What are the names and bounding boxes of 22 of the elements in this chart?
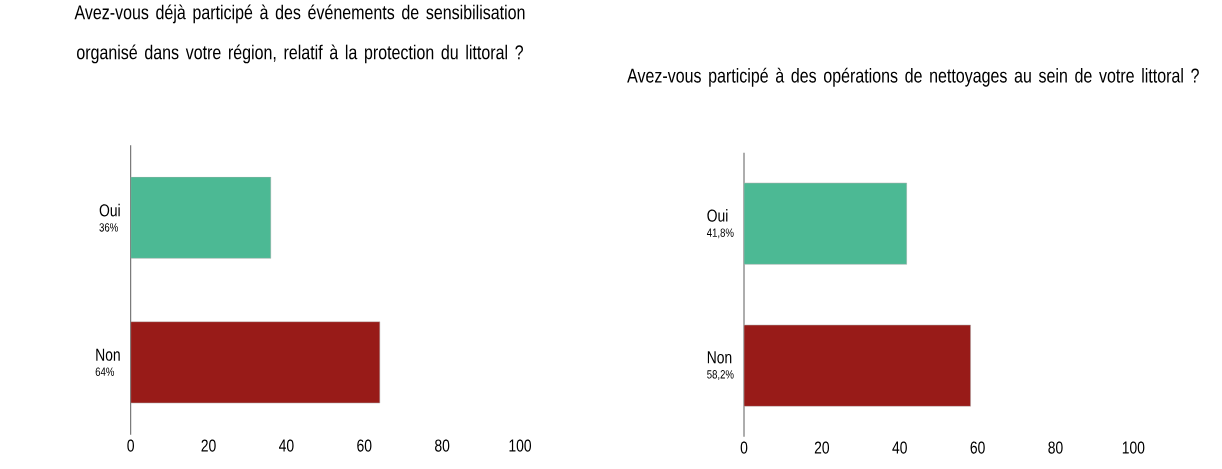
x-tick-label: 80 <box>1048 441 1063 454</box>
chart-title: Avez-vous déjà participé à des événements de sensibilisation organisé dans votre région, relatif à la protection du littoral ? <box>74 4 525 64</box>
x-tick-label: 40 <box>892 441 907 454</box>
data-label: 64% <box>95 367 115 377</box>
y-tick-label: Oui <box>707 209 728 222</box>
chart-title: Avez-vous participé à des opérations de nettoyages au sein de votre littoral ? <box>627 67 1199 87</box>
x-tick-label: 20 <box>814 441 830 454</box>
x-tick-label: 60 <box>970 441 985 454</box>
x-tick-label: 100 <box>509 439 532 452</box>
x-tick-label: 40 <box>279 439 294 452</box>
y-tick-label: Non <box>707 351 732 364</box>
data-label: 36% <box>99 223 118 232</box>
x-tick-label: 0 <box>127 439 134 452</box>
data-label: 58,2% <box>707 370 734 381</box>
y-tick-label: Oui <box>99 203 120 217</box>
x-tick-label: 0 <box>740 441 748 454</box>
x-tick-label: 100 <box>1122 441 1145 454</box>
y-tick-label: Non <box>96 348 120 361</box>
x-tick-label: 80 <box>435 439 450 452</box>
x-tick-label: 20 <box>201 439 216 452</box>
x-tick-label: 60 <box>357 439 372 452</box>
data-label: 41,8% <box>706 228 734 239</box>
